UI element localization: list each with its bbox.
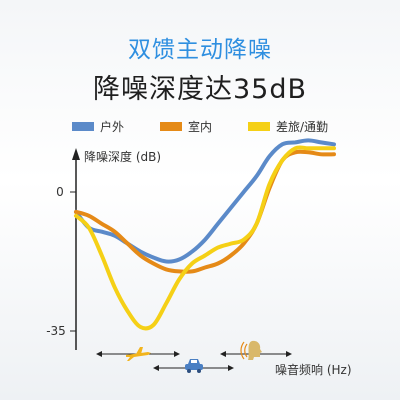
y-axis-label: 降噪深度 (dB) <box>84 149 161 164</box>
legend: 户外 室内 差旅/通勤 <box>72 119 328 134</box>
legend-swatch-indoor <box>160 122 182 131</box>
airplane-icon <box>126 347 151 361</box>
series-line-outdoor <box>74 138 336 264</box>
y-tick-label-neg35: -35 <box>46 324 66 338</box>
person-speaking-icon <box>240 340 262 360</box>
car-icon <box>185 359 203 373</box>
series-line-indoor <box>74 149 336 274</box>
range-arrowhead-speech-right <box>286 351 292 357</box>
legend-swatch-commute <box>248 122 270 131</box>
page-subtitle: 降噪深度达35dB <box>92 74 308 105</box>
x-axis-label: 噪音频响 (Hz) <box>275 362 352 377</box>
legend-label-outdoor: 户外 <box>100 119 124 134</box>
page-title: 双馈主动降噪 <box>128 37 272 63</box>
legend-swatch-outdoor <box>72 122 94 131</box>
range-arrowhead-airplane-right <box>174 351 180 357</box>
range-arrowhead-speech-left <box>220 351 226 357</box>
y-axis-arrow <box>72 148 80 160</box>
series-layer <box>74 138 336 331</box>
legend-label-commute: 差旅/通勤 <box>276 120 328 134</box>
range-arrowhead-car-right <box>228 365 234 371</box>
legend-label-indoor: 室内 <box>188 119 212 134</box>
y-tick-label-0: 0 <box>56 185 64 199</box>
range-arrowhead-airplane-left <box>96 351 102 357</box>
series-line-commute <box>74 145 336 331</box>
range-arrowhead-car-left <box>153 365 159 371</box>
frequency-ranges: 噪音频响 (Hz) <box>96 340 352 377</box>
